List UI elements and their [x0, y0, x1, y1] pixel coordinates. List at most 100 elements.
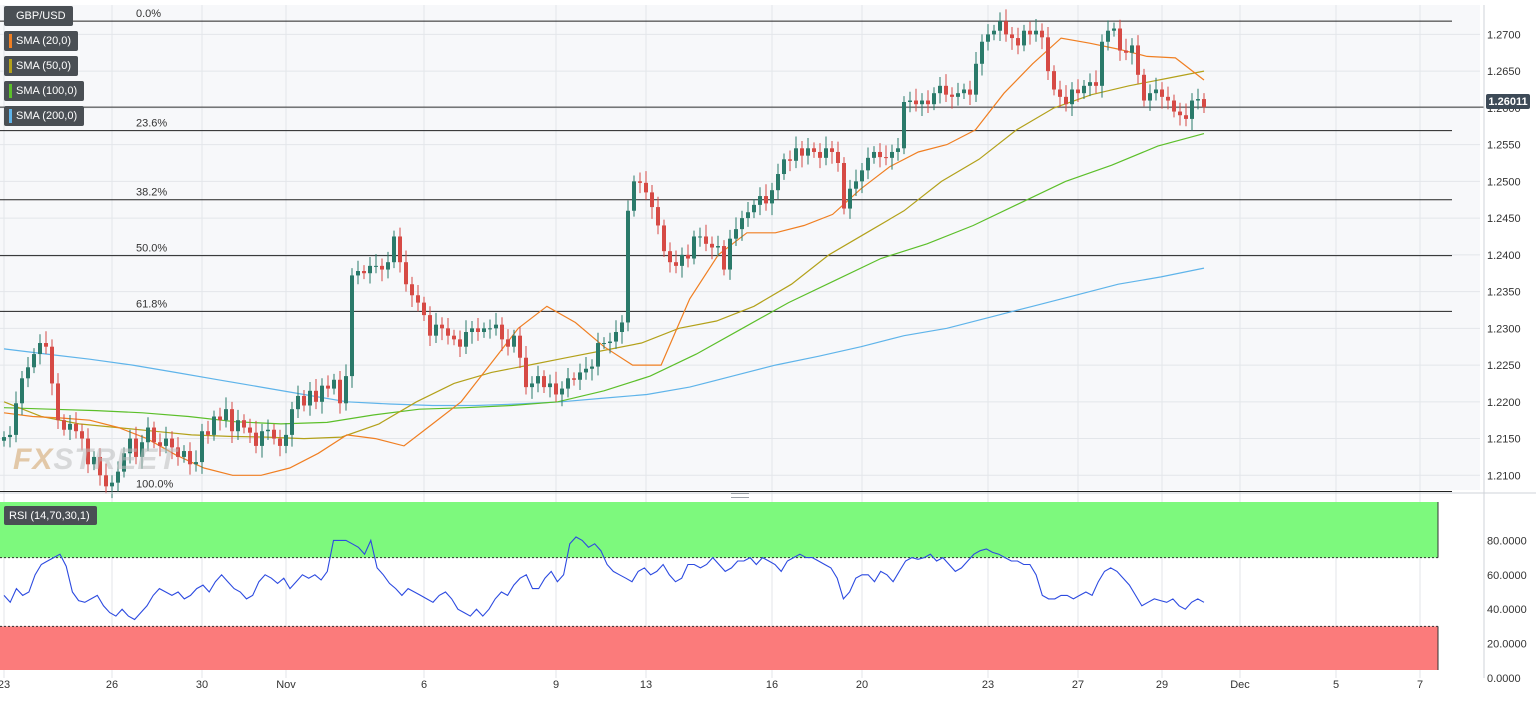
- candle-body: [1070, 89, 1074, 105]
- candle-body: [98, 456, 102, 476]
- candle-body: [62, 420, 66, 430]
- candle-body: [656, 207, 660, 226]
- candle-body: [1154, 89, 1158, 94]
- candle-body: [242, 420, 246, 428]
- y-tick-label: 1.2100: [1487, 470, 1521, 482]
- candle-body: [176, 447, 180, 457]
- y-tick-label: 1.2500: [1487, 176, 1521, 188]
- candle-body: [338, 379, 342, 404]
- legend-sma-100[interactable]: SMA (100,0): [4, 81, 85, 101]
- candle-body: [284, 434, 288, 446]
- candle-body: [1094, 82, 1098, 86]
- candle-body: [452, 335, 456, 340]
- candle-body: [908, 100, 912, 102]
- candle-body: [1118, 28, 1122, 51]
- candle-body: [764, 196, 768, 204]
- candle-body: [782, 159, 786, 175]
- rsi-legend[interactable]: RSI (14,70,30,1): [4, 506, 97, 525]
- candle-body: [1088, 82, 1092, 86]
- current-price-value: 1.26011: [1488, 95, 1528, 108]
- legend-sma-20[interactable]: SMA (20,0): [4, 31, 79, 51]
- candle-body: [530, 383, 534, 388]
- candle-body: [26, 367, 30, 379]
- candle-body: [728, 238, 732, 270]
- candle-body: [482, 328, 486, 333]
- legend-sma-200[interactable]: SMA (200,0): [4, 106, 85, 126]
- sma-100-line: [3, 133, 1205, 425]
- rsi-overbought-zone: [0, 502, 1438, 558]
- x-tick-label: 29: [1156, 679, 1168, 691]
- rsi-y-tick-label: 20.0000: [1487, 639, 1527, 651]
- legend-label: SMA (100,0): [16, 85, 78, 97]
- candle-body: [740, 218, 744, 230]
- rsi-y-tick-label: 40.0000: [1487, 604, 1527, 616]
- candle-body: [122, 453, 126, 472]
- candle-body: [1016, 38, 1020, 46]
- candle-body: [1190, 100, 1194, 119]
- candle-body: [818, 151, 822, 158]
- candle-body: [698, 236, 702, 238]
- candle-body: [512, 335, 516, 347]
- candle-body: [308, 390, 312, 406]
- candle-body: [470, 328, 474, 333]
- candle-body: [800, 148, 804, 156]
- candle-body: [602, 343, 606, 345]
- candle-body: [680, 254, 684, 266]
- candle-body: [434, 324, 438, 336]
- legend-swatch: [9, 9, 12, 23]
- candle-body: [362, 271, 366, 274]
- candle-body: [56, 383, 60, 421]
- candle-body: [866, 157, 870, 171]
- candle-body: [896, 148, 900, 152]
- legend-swatch: [9, 34, 12, 48]
- candle-body: [44, 343, 48, 347]
- candle-body: [254, 432, 258, 446]
- candle-body: [224, 409, 228, 421]
- candle-body: [164, 438, 168, 446]
- candle-body: [476, 328, 480, 333]
- candle-body: [236, 420, 240, 432]
- candle-body: [230, 409, 234, 432]
- candle-body: [446, 328, 450, 336]
- candle-body: [1166, 96, 1170, 101]
- candle-body: [206, 431, 210, 435]
- candle-body: [128, 438, 132, 454]
- candle-body: [662, 225, 666, 252]
- candle-body: [578, 372, 582, 380]
- candle-body: [314, 390, 318, 402]
- candle-body: [788, 159, 792, 161]
- rsi-y-tick-label: 0.0000: [1487, 673, 1521, 685]
- candle-body: [620, 322, 624, 333]
- fibonacci-level-label: 50.0%: [136, 243, 167, 255]
- candle-body: [1178, 111, 1182, 116]
- candle-body: [212, 416, 216, 435]
- candle-body: [824, 148, 828, 158]
- current-price-tag: 1.26011: [1486, 94, 1530, 109]
- pane-splitter[interactable]: [731, 493, 749, 498]
- x-tick-label: Nov: [276, 679, 296, 691]
- candle-body: [1196, 99, 1200, 101]
- x-tick-label: 7: [1417, 679, 1423, 691]
- candle-body: [14, 403, 18, 435]
- candle-body: [872, 151, 876, 158]
- legend-gbpusd[interactable]: GBP/USD: [4, 6, 73, 26]
- legend-sma-50[interactable]: SMA (50,0): [4, 56, 79, 76]
- candle-body: [848, 188, 852, 209]
- candle-body: [794, 148, 798, 161]
- candle-body: [188, 451, 192, 465]
- candle-body: [920, 100, 924, 105]
- candle-body: [500, 324, 504, 340]
- main-pane-background: [0, 5, 1480, 490]
- rsi-y-tick-label: 60.0000: [1487, 570, 1527, 582]
- candle-body: [776, 174, 780, 191]
- candle-body: [590, 366, 594, 369]
- candle-body: [260, 431, 264, 446]
- candle-body: [1076, 89, 1080, 94]
- x-tick-label: 5: [1333, 679, 1339, 691]
- candle-body: [902, 102, 906, 149]
- candle-body: [1040, 30, 1044, 38]
- candle-body: [956, 93, 960, 97]
- y-tick-label: 1.2700: [1487, 29, 1521, 41]
